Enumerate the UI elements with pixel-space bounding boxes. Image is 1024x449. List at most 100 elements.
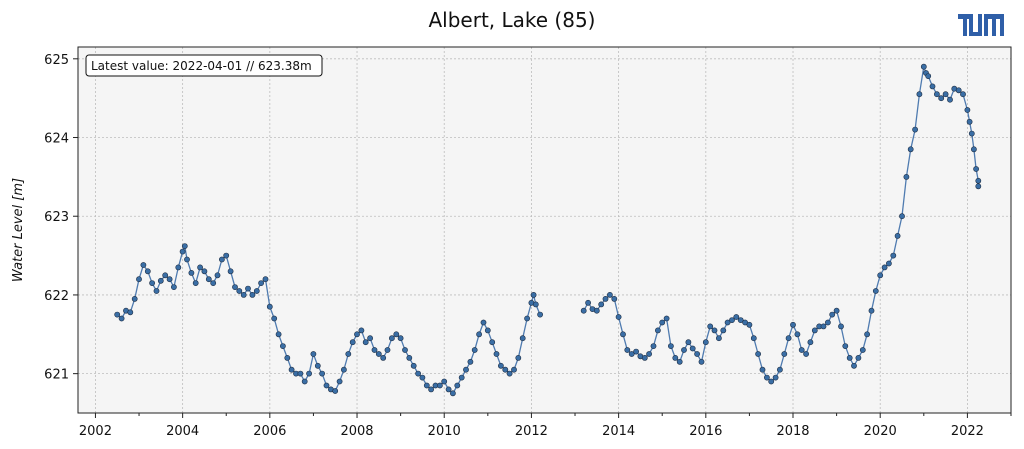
data-point xyxy=(864,331,870,338)
data-point xyxy=(733,314,740,320)
data-point xyxy=(406,354,413,361)
data-point xyxy=(449,390,456,397)
data-point xyxy=(197,264,203,271)
data-point xyxy=(607,291,613,298)
data-point xyxy=(236,288,243,294)
data-point xyxy=(114,311,121,318)
data-point xyxy=(663,315,670,322)
data-point xyxy=(868,307,875,314)
data-point xyxy=(279,343,286,349)
data-point xyxy=(807,339,814,346)
data-point xyxy=(349,339,356,346)
data-point xyxy=(511,366,517,373)
y-tick-label: 621 xyxy=(44,368,69,383)
data-point xyxy=(737,317,744,323)
data-point xyxy=(275,331,282,338)
data-point xyxy=(912,126,918,133)
data-point xyxy=(851,362,857,369)
data-point xyxy=(493,351,500,357)
plot-area xyxy=(78,47,1011,413)
data-point xyxy=(175,264,182,271)
data-point xyxy=(332,388,339,394)
data-point xyxy=(463,366,469,373)
data-point xyxy=(410,362,417,369)
y-tick-label: 622 xyxy=(44,289,69,304)
data-point xyxy=(890,252,897,259)
data-point xyxy=(585,299,591,306)
x-tick-label: 2006 xyxy=(253,424,286,439)
data-point xyxy=(681,347,687,353)
data-point xyxy=(903,173,910,180)
data-point xyxy=(942,91,949,98)
plot-frame xyxy=(77,46,1012,414)
data-point xyxy=(362,339,369,346)
data-point xyxy=(628,351,635,357)
data-point xyxy=(624,347,631,353)
data-point xyxy=(397,335,404,342)
data-point xyxy=(415,370,421,377)
data-point xyxy=(746,321,753,328)
data-point xyxy=(502,366,509,373)
data-point xyxy=(436,382,443,389)
data-point xyxy=(633,348,639,355)
data-point xyxy=(803,351,809,357)
data-point xyxy=(297,370,304,377)
data-point xyxy=(615,314,622,320)
data-point xyxy=(271,315,278,322)
data-point xyxy=(467,358,474,365)
data-point xyxy=(484,327,491,334)
data-point xyxy=(973,166,979,172)
data-point xyxy=(842,343,849,349)
data-point xyxy=(820,323,827,330)
y-axis: 621 622 623 624 625 xyxy=(44,53,78,383)
data-point xyxy=(925,73,932,79)
data-point xyxy=(266,303,273,310)
data-point xyxy=(375,351,382,357)
data-point xyxy=(149,280,155,286)
data-point xyxy=(702,339,709,346)
data-point xyxy=(934,91,940,98)
data-point xyxy=(210,280,217,286)
data-point xyxy=(877,272,884,279)
data-point xyxy=(179,248,186,255)
data-point xyxy=(794,331,801,338)
data-point xyxy=(476,331,482,338)
data-point xyxy=(253,288,260,294)
x-tick-label: 2012 xyxy=(515,424,548,439)
data-point xyxy=(960,91,966,98)
data-point xyxy=(136,276,142,283)
annotation-text: Latest value: 2022-04-01 // 623.38m xyxy=(91,59,312,73)
data-point xyxy=(537,311,543,318)
data-point xyxy=(855,354,862,361)
data-point xyxy=(655,327,661,334)
data-point xyxy=(170,284,177,290)
data-point xyxy=(750,335,757,342)
data-point xyxy=(140,262,147,268)
data-point xyxy=(846,354,853,361)
data-point xyxy=(646,351,652,357)
y-tick-label: 624 xyxy=(44,132,69,147)
data-point xyxy=(402,347,408,353)
data-point xyxy=(785,335,792,342)
y-tick-label: 625 xyxy=(44,53,69,68)
data-point xyxy=(227,268,234,275)
data-point xyxy=(838,323,844,330)
data-point xyxy=(384,347,391,353)
data-point xyxy=(668,343,674,349)
data-point xyxy=(724,319,731,326)
data-point xyxy=(676,358,683,365)
data-point xyxy=(354,331,360,338)
data-point xyxy=(720,327,727,334)
data-point xyxy=(602,295,609,302)
data-point xyxy=(419,374,426,381)
data-point xyxy=(345,351,352,357)
data-point xyxy=(798,347,805,353)
data-point xyxy=(445,386,452,393)
data-point xyxy=(811,327,818,334)
data-point xyxy=(157,277,164,284)
latest-value-annotation: Latest value: 2022-04-01 // 623.38m xyxy=(85,54,323,77)
data-point xyxy=(205,276,212,283)
data-point xyxy=(711,327,718,334)
data-point xyxy=(323,382,330,389)
